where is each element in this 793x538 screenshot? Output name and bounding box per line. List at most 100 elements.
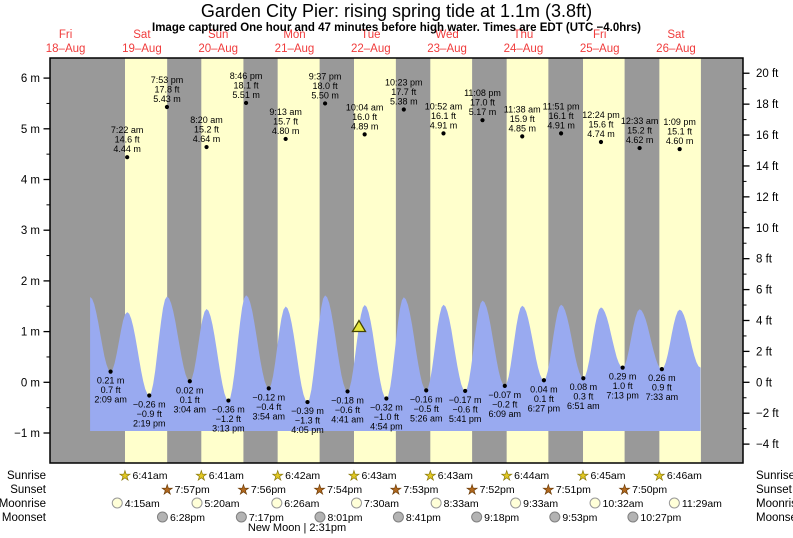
moonset-icon	[471, 511, 483, 523]
right-axis-label: 4 ft	[756, 315, 773, 327]
tide-annotation-text: −0.4 ft	[256, 402, 282, 412]
left-axis-label: 3 m	[21, 225, 40, 237]
low-tide-annotation: 0.21 m0.7 ft2:09 am	[94, 369, 127, 405]
day-weekday-label: Thu	[513, 29, 533, 41]
sunset-icon: ★	[161, 482, 173, 497]
tide-annotation-text: −0.6 ft	[453, 404, 479, 414]
tide-annotation-text: 5.17 m	[469, 107, 497, 117]
tide-annotation-text: 4.80 m	[272, 126, 300, 136]
moonrise-time: 11:29am	[682, 498, 722, 510]
tide-annotation-text: 4.89 m	[351, 121, 379, 131]
tide-dot	[659, 367, 664, 372]
day-date-label: 23–Aug	[427, 43, 467, 55]
tide-dot	[581, 376, 586, 381]
moonrise-icon	[111, 497, 123, 509]
tide-annotation-text: 18.1 ft	[234, 80, 260, 90]
tide-dot	[305, 399, 310, 405]
sunset-icon: ★	[238, 482, 250, 497]
tide-dot	[187, 379, 192, 384]
sunset-icon: ★	[314, 482, 326, 497]
tide-dot	[558, 131, 564, 136]
tide-annotation-text: 0.9 ft	[652, 383, 673, 393]
tide-annotation-text: 1:09 pm	[663, 117, 696, 127]
tide-annotation-text: 0.04 m	[530, 384, 558, 394]
moonrise-time: 5:20am	[205, 498, 240, 510]
moonrise-time: 8:33am	[444, 498, 479, 510]
tide-annotation-text: 0.1 ft	[180, 395, 201, 405]
tide-annotation-text: 0.21 m	[97, 376, 125, 386]
tide-annotation-text: 7:53 pm	[151, 75, 184, 85]
tide-annotation-text: −0.39 m	[291, 406, 324, 416]
sunrise-icon: ★	[577, 468, 589, 483]
tide-annotation-text: 12:24 pm	[582, 110, 620, 120]
low-tide-annotation: 0.02 m0.1 ft3:04 am	[174, 379, 207, 414]
tide-dot	[520, 134, 525, 139]
tide-annotation-text: 16.0 ft	[352, 112, 378, 122]
sunrise-time: 6:43am	[438, 470, 473, 482]
moonset-time: 8:01pm	[327, 512, 362, 524]
tide-annotation-text: −0.18 m	[331, 395, 364, 405]
sunset-icon: ★	[390, 482, 402, 497]
tide-dot	[480, 118, 485, 123]
moonrise-time: 9:33am	[523, 498, 558, 510]
tide-dot	[226, 398, 231, 403]
tide-annotation-text: 4.91 m	[547, 120, 575, 130]
tide-annotation-text: 4:41 am	[331, 414, 364, 424]
sunset-time: 7:50pm	[632, 484, 667, 496]
chart-subtitle: Image captured One hour and 47 minutes b…	[152, 22, 641, 34]
day-date-label: 19–Aug	[122, 43, 162, 55]
sunset-icon: ★	[619, 482, 631, 497]
low-tide-annotation: 0.04 m0.1 ft6:27 pm	[528, 378, 560, 413]
tide-annotation-text: 4.64 m	[193, 134, 221, 144]
moonrise-icon	[430, 497, 442, 509]
tide-annotation-text: 3:04 am	[174, 404, 207, 414]
tide-annotation-text: 0.26 m	[648, 373, 676, 383]
sunset-row-label-right: Sunset	[756, 484, 793, 496]
low-tide-annotation: 0.29 m1.0 ft7:13 pm	[606, 365, 639, 401]
right-axis-label: 6 ft	[756, 285, 773, 297]
tide-annotation-text: 6:09 am	[489, 409, 522, 419]
moonrise-time: 4:15am	[125, 498, 160, 510]
tide-annotation-text: 0.08 m	[570, 382, 598, 392]
tide-annotation-text: −0.26 m	[133, 399, 166, 409]
day-weekday-label: Mon	[283, 29, 305, 41]
sunrise-time: 6:41am	[132, 470, 167, 482]
moonset-time: 7:17pm	[249, 512, 284, 524]
moonrise-icon	[589, 497, 601, 509]
tide-annotation-text: 15.9 ft	[510, 114, 536, 124]
moonset-icon	[549, 511, 561, 523]
sunset-time: 7:57pm	[175, 484, 210, 496]
page-title: Garden City Pier: rising spring tide at …	[200, 1, 593, 21]
tide-annotation-text: 4.74 m	[587, 129, 615, 139]
tide-dot	[345, 389, 350, 394]
tide-annotation-text: 17.7 ft	[391, 87, 417, 97]
left-axis-label: 0 m	[21, 377, 40, 389]
sunset-icon: ★	[543, 482, 555, 497]
sunrise-row-label-right: Sunrise	[756, 470, 793, 482]
tide-annotation-text: 10:04 am	[346, 102, 384, 112]
tide-annotation-text: 5.38 m	[390, 97, 418, 107]
left-axis-label: 6 m	[21, 73, 40, 85]
day-date-label: 18–Aug	[46, 43, 86, 55]
tide-annotation-text: 4.62 m	[626, 135, 654, 145]
moonrise-row-label-left: Moonrise	[0, 498, 46, 510]
tide-annotation-text: −1.3 ft	[295, 416, 321, 426]
low-tide-annotation: −0.32 m−1.0 ft4:54 pm	[370, 396, 403, 432]
tide-annotation-text: 11:51 pm	[543, 101, 580, 111]
sunrise-time: 6:42am	[285, 470, 320, 482]
tide-dot	[620, 365, 625, 370]
moonset-row-label-left: Moonset	[2, 512, 47, 524]
tide-annotation-text: −0.17 m	[449, 395, 482, 405]
tide-annotation-text: −0.5 ft	[414, 404, 440, 414]
tide-annotation-text: 15.2 ft	[194, 125, 220, 135]
sunrise-time: 6:46am	[667, 470, 702, 482]
